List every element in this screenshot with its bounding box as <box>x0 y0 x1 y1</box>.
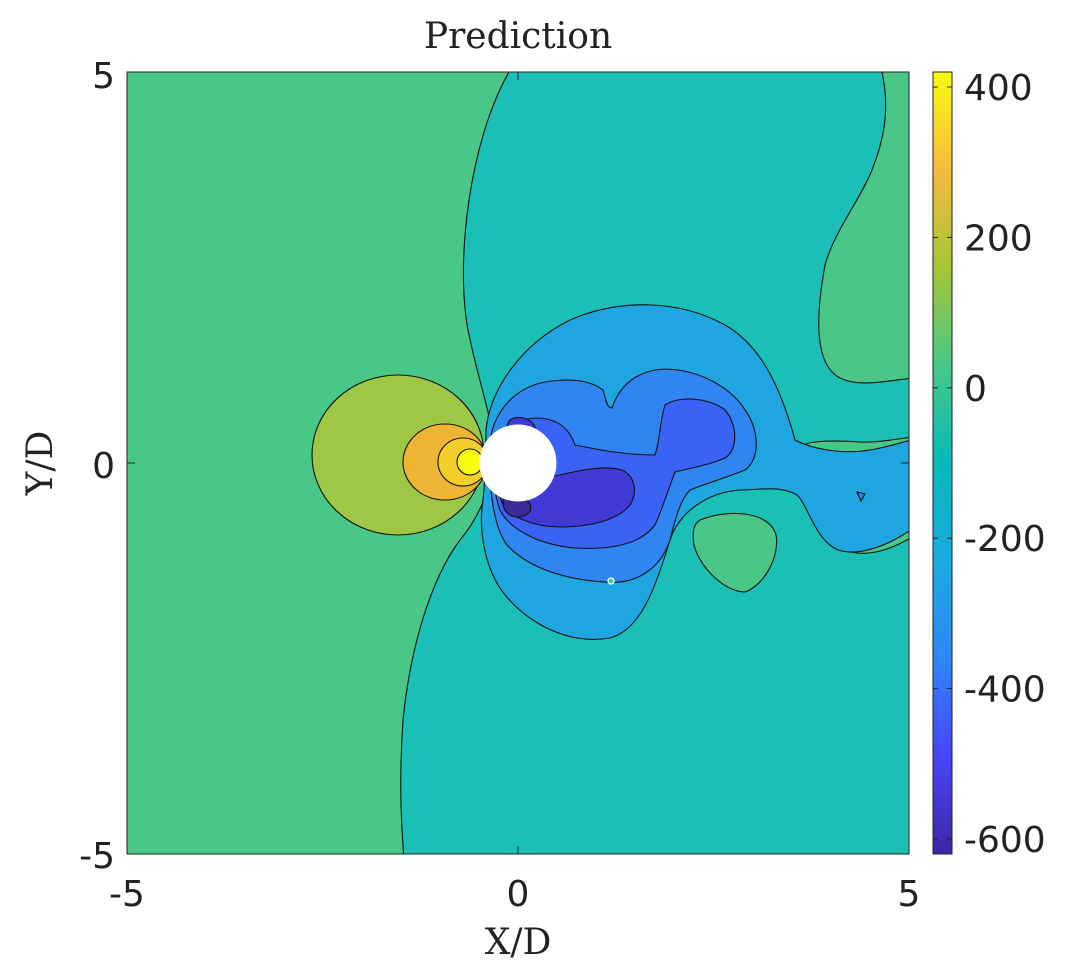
y-tick-label: 0 <box>92 446 115 487</box>
contour-lobe-zero-region <box>692 512 778 593</box>
x-tick-label: -5 <box>109 874 145 915</box>
colorbar-tick-label: 400 <box>964 68 1033 109</box>
colorbar-tick-label: 0 <box>964 369 987 410</box>
probe-marker <box>607 577 615 585</box>
contour-small-island-region <box>856 491 866 503</box>
colorbar-ramp <box>932 71 953 855</box>
x-tick-label: 0 <box>507 874 530 915</box>
chart-title: Prediction <box>424 16 612 57</box>
x-axis-label: X/D <box>485 922 552 963</box>
contour-stagnation-peak-region <box>456 448 484 476</box>
cylinder-body <box>479 424 557 502</box>
colorbar-ticks: 400 200 0 -200 -400 -600 <box>933 68 1046 861</box>
y-tick-label: 5 <box>92 56 115 97</box>
colorbar: 400 200 0 -200 -400 -600 <box>932 68 1046 861</box>
x-tick-label: 5 <box>898 874 921 915</box>
plot-area <box>127 72 909 854</box>
y-axis: 5 0 -5 Y/D <box>20 56 115 877</box>
colorbar-tick-label: -400 <box>964 670 1046 711</box>
colorbar-tick-label: 200 <box>964 218 1033 259</box>
y-axis-label: Y/D <box>20 431 61 497</box>
y-tick-label: -5 <box>79 836 115 877</box>
x-axis: -5 0 5 X/D <box>109 874 920 963</box>
colorbar-tick-label: -600 <box>964 820 1046 861</box>
plot-frame <box>126 71 910 855</box>
colorbar-tick-label: -200 <box>964 519 1046 560</box>
